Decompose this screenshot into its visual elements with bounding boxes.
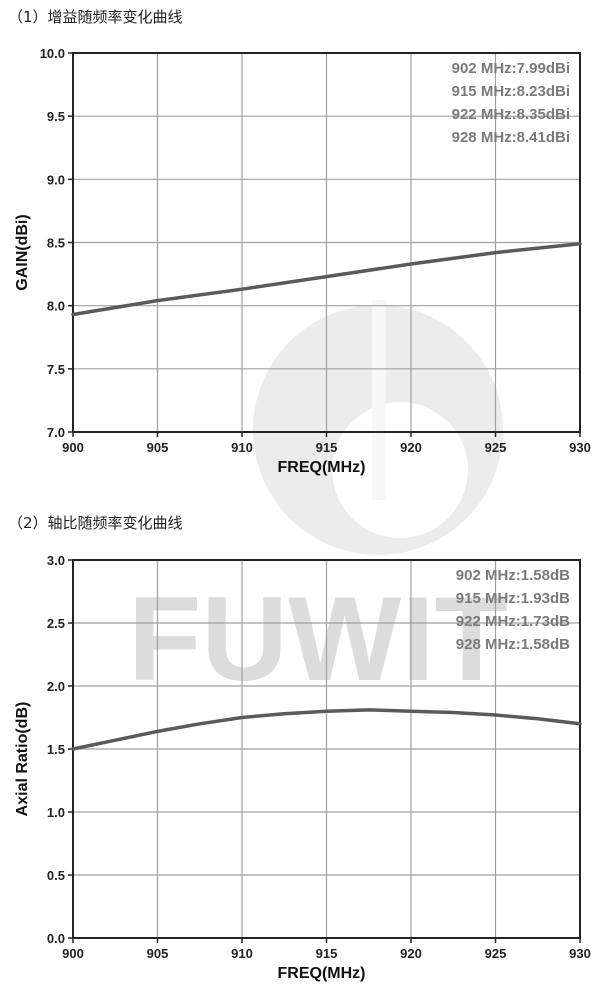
gain-y-tick-label: 7.5: [47, 362, 65, 377]
axial-x-tick-label: 900: [62, 946, 84, 961]
axial-y-tick-label: 2.5: [47, 616, 65, 631]
gain-x-axis-title: FREQ(MHz): [278, 459, 366, 476]
gain-y-tick-label: 9.0: [47, 172, 65, 187]
gain-annotation: 902 MHz:7.99dBi: [452, 60, 570, 77]
axial-annotation: 922 MHz:1.73dB: [456, 613, 570, 630]
gain-x-tick-label: 900: [62, 440, 84, 455]
gain-y-tick-label: 8.0: [47, 299, 65, 314]
gain-annotation: 928 MHz:8.41dBi: [452, 129, 570, 146]
gain-y-tick-label: 8.5: [47, 236, 65, 251]
axial-x-tick-label: 930: [569, 946, 591, 961]
axial-y-tick-label: 0.5: [47, 868, 65, 883]
gain-y-tick-label: 9.5: [47, 109, 65, 124]
gain-y-tick-label: 7.0: [47, 425, 65, 440]
axial-series-line: [71, 708, 582, 751]
gain-x-tick-label: 930: [569, 440, 591, 455]
axial-y-tick-label: 1.5: [47, 742, 65, 757]
gain-y-axis-title: GAIN(dBi): [14, 214, 31, 290]
axial-ratio-chart: 900 905 910 915 920 925 930 0.0 0.5 1.0 1.5 2.0 2.5 3…: [14, 553, 591, 982]
gain-x-tick-label: 905: [147, 440, 169, 455]
axial-y-tick-label: 2.0: [47, 679, 65, 694]
gain-x-tick-label: 915: [316, 440, 338, 455]
axial-annotation: 902 MHz:1.58dB: [456, 567, 570, 584]
gain-annotation: 915 MHz:8.23dBi: [452, 83, 570, 100]
axial-annotation: 915 MHz:1.93dB: [456, 590, 570, 607]
gain-chart: 900 905 910 915 920 925 930 7.0 7.5 8.0 8.5 9.0 9.5 1…: [14, 46, 591, 476]
chart-caption-axial-ratio: （2）轴比随频率变化曲线: [8, 514, 183, 532]
axial-x-tick-label: 915: [316, 946, 338, 961]
gain-x-tick-label: 920: [400, 440, 422, 455]
gain-x-tick-label: 910: [231, 440, 253, 455]
watermark-text: FUWIT: [128, 572, 508, 706]
axial-annotation: 928 MHz:1.58dB: [456, 636, 570, 653]
chart-caption-gain: （1）增益随频率变化曲线: [8, 8, 183, 26]
gain-annotation: 922 MHz:8.35dBi: [452, 106, 570, 123]
axial-x-tick-label: 925: [485, 946, 507, 961]
axial-x-tick-label: 920: [400, 946, 422, 961]
gain-series-line: [71, 242, 582, 317]
gain-y-tick-label: 10.0: [40, 46, 65, 61]
axial-x-axis-title: FREQ(MHz): [278, 965, 366, 982]
axial-y-tick-label: 1.0: [47, 805, 65, 820]
gain-x-tick-label: 925: [485, 440, 507, 455]
watermark-logo: FUWIT: [128, 300, 508, 706]
axial-y-tick-label: 0.0: [47, 931, 65, 946]
axial-y-tick-label: 3.0: [47, 553, 65, 568]
axial-x-tick-label: 905: [147, 946, 169, 961]
axial-y-axis-title: Axial Ratio(dB): [14, 702, 31, 817]
axial-x-tick-label: 910: [231, 946, 253, 961]
